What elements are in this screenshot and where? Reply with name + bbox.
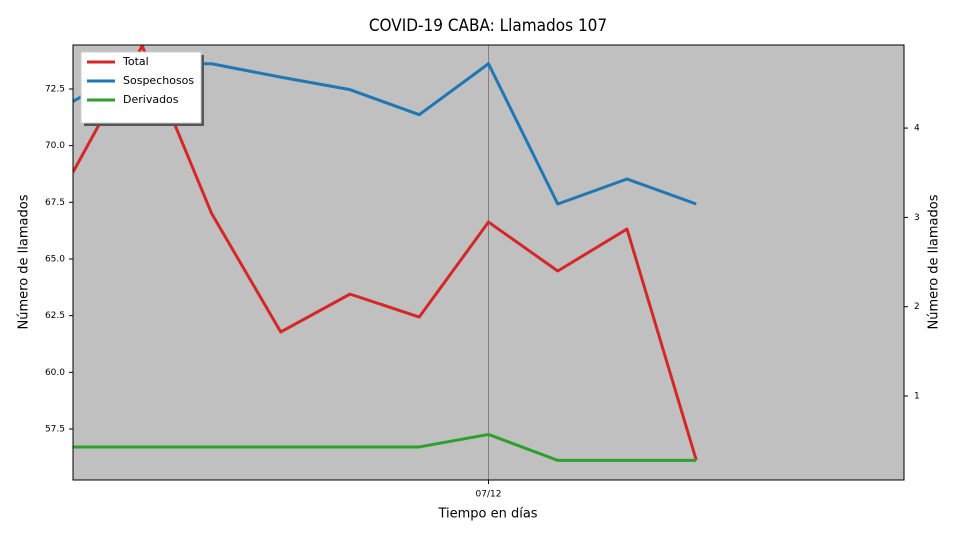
y2-tick-label: 1 — [914, 392, 920, 402]
y-tick-label: 65.0 — [45, 254, 65, 264]
y2-tick-label: 3 — [914, 213, 920, 223]
y-tick-label: 67.5 — [45, 198, 65, 208]
series-line — [73, 432, 697, 462]
y2-tick-label: 4 — [914, 124, 920, 134]
y-axis-label: Número de llamados — [17, 194, 32, 329]
x-axis-label: Tiempo en días — [437, 507, 537, 522]
y2-axis-label: Número de llamados — [927, 194, 942, 329]
y-tick-label: 70.0 — [45, 141, 65, 151]
legend-label: Total — [122, 55, 149, 68]
y-tick-label: 62.5 — [45, 311, 65, 321]
x-tick-label: 07/12 — [476, 490, 502, 500]
legend-label: Sospechosos — [123, 74, 194, 87]
y-tick-label: 60.0 — [45, 368, 65, 378]
y-tick-label: 72.5 — [45, 84, 65, 94]
series-line — [73, 45, 698, 461]
legend-box — [80, 51, 202, 124]
plot-frame — [72, 44, 905, 481]
y-tick-label: 57.5 — [45, 424, 65, 434]
legend-label: Derivados — [123, 93, 179, 106]
chart-title: COVID-19 CABA: Llamados 107 — [369, 16, 607, 36]
y2-tick-label: 2 — [914, 302, 920, 312]
